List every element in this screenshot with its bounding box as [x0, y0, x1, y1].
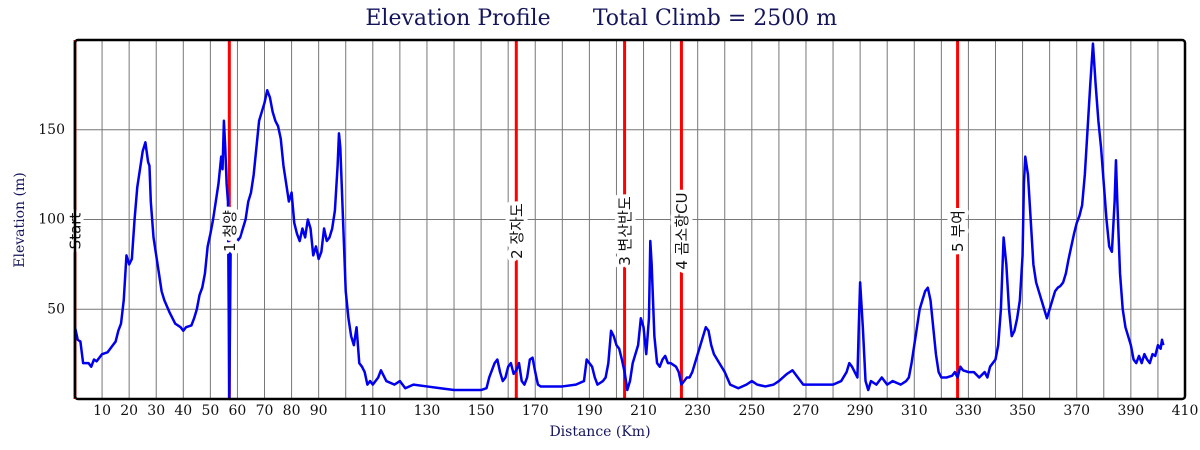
x-tick-label: 410 — [1172, 403, 1199, 419]
x-tick-label: 20 — [120, 403, 138, 419]
plot-frame — [73, 38, 1187, 401]
x-tick-label: 150 — [468, 403, 495, 419]
x-tick-label: 110 — [359, 403, 386, 419]
elevation-line — [73, 42, 1165, 401]
x-tick-label: 10 — [93, 403, 111, 419]
x-tick-label: 90 — [310, 403, 328, 419]
x-tick-label: 230 — [684, 403, 711, 419]
y-axis-title: Elevation (m) — [12, 172, 28, 267]
waypoint-label: 4 곰소항CU — [673, 192, 691, 269]
y-tick-label: 100 — [38, 212, 65, 228]
y-tick-label: 150 — [38, 122, 65, 138]
x-tick-label: 80 — [283, 403, 301, 419]
waypoint-label: 2 장자도 — [508, 203, 526, 259]
x-tick-label: 40 — [174, 403, 192, 419]
x-tick-label: 170 — [522, 403, 549, 419]
x-tick-label: 60 — [229, 403, 247, 419]
x-tick-label: 290 — [847, 403, 874, 419]
x-tick-label: 30 — [147, 403, 165, 419]
x-tick-label: 270 — [793, 403, 820, 419]
waypoint-label: 5 부여 — [949, 210, 967, 252]
x-axis-title: Distance (Km) — [549, 424, 650, 440]
x-tick-label: 210 — [630, 403, 657, 419]
x-tick-label: 390 — [1117, 403, 1144, 419]
waypoint-label: 1 청양 — [221, 210, 239, 252]
x-tick-label: 190 — [576, 403, 603, 419]
chart-subtitle: Total Climb = 2500 m — [593, 6, 837, 31]
waypoint-label: 3 변산반도 — [616, 196, 634, 266]
x-tick-label: 370 — [1063, 403, 1090, 419]
x-tick-label: 250 — [738, 403, 765, 419]
y-tick-label: 50 — [47, 301, 65, 317]
x-tick-label: 50 — [201, 403, 219, 419]
x-tick-label: 330 — [955, 403, 982, 419]
x-tick-label: 350 — [1009, 403, 1036, 419]
x-tick-label: 310 — [901, 403, 928, 419]
x-tick-label: 70 — [256, 403, 274, 419]
x-tick-label: 130 — [414, 403, 441, 419]
chart-title: Elevation Profile — [365, 6, 550, 31]
